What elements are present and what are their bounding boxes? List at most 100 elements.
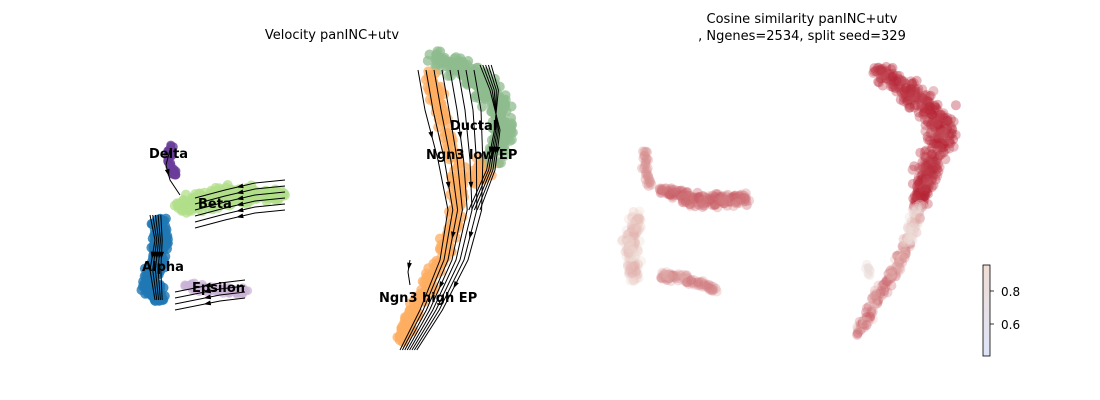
point-similarity [629,236,640,247]
point-similarity [886,280,897,291]
point-similarity [640,158,651,169]
point-similarity [665,188,675,199]
point-similarity [886,265,897,276]
point-similarity [680,274,691,285]
point-similarity [878,279,889,290]
point-similarity [917,180,928,191]
point-similarity [706,284,717,295]
point-similarity [627,263,638,274]
colorbar: 0.8 0.6 [982,264,1020,357]
point-similarity [911,92,921,103]
streamline [468,64,499,211]
point-similarity [924,104,935,115]
point-similarity [883,74,894,85]
point-similarity [712,195,723,206]
point-similarity [903,222,913,233]
point-similarity [678,193,689,204]
point-similarity [724,196,735,207]
point-similarity [690,278,701,288]
point-similarity [671,190,681,200]
point-similarity [711,286,722,297]
point-similarity [628,268,639,279]
streamline-arrow [203,294,212,300]
point-similarity [933,121,944,132]
point-similarity [938,118,949,129]
point-similarity [922,165,933,176]
point-similarity [868,68,879,78]
point-similarity [634,206,645,217]
point-similarity [693,277,704,288]
point-similarity [913,175,923,186]
point-similarity [929,105,940,115]
point-similarity [869,288,880,299]
point-similarity [867,292,878,303]
streamline-arrow [439,281,445,289]
point-similarity [885,273,896,284]
point-similarity [935,128,946,139]
point-similarity [697,202,708,212]
point-similarity [735,194,746,205]
point-similarity [912,191,923,202]
point-similarity [714,196,725,207]
point-similarity [873,76,884,87]
point-similarity [896,74,906,85]
point-similarity [707,190,718,201]
point-similarity [718,194,728,204]
point-similarity [877,80,888,91]
point-similarity [632,214,643,225]
point-similarity [928,170,939,181]
point-similarity [920,160,931,171]
point-similarity [681,190,692,201]
point-similarity [923,167,934,178]
point-similarity [903,220,914,231]
point-similarity [898,96,909,107]
point-similarity [627,230,638,241]
point-similarity [916,99,927,110]
point-similarity [926,175,937,186]
point-similarity [716,195,727,206]
point-similarity [627,221,638,232]
point-similarity [660,183,671,194]
point-similarity [911,75,922,86]
point-similarity [871,66,881,76]
point-similarity [624,268,635,279]
point-similarity [656,272,667,283]
point-similarity [700,198,711,209]
point-similarity [713,193,723,204]
point-similarity [894,262,905,273]
point-similarity [642,178,652,189]
point-similarity [662,269,673,280]
point-similarity [883,75,894,86]
point-similarity [680,276,691,287]
point-similarity [882,287,893,298]
point-similarity [911,206,922,217]
point-similarity [871,289,882,300]
point-similarity [905,87,916,98]
point-similarity [909,161,920,172]
point-similarity [693,276,703,287]
point-similarity [687,278,698,289]
point-similarity [738,193,748,204]
point-similarity [872,62,883,73]
point-similarity [924,179,935,190]
point-similarity [627,224,638,235]
point-similarity [932,163,943,174]
point-similarity [915,212,926,223]
point-similarity [725,192,736,203]
point-similarity [627,274,637,285]
point-similarity [923,159,934,170]
point-similarity [634,213,645,224]
point-similarity [640,160,651,171]
point-similarity [893,74,904,85]
point-similarity [668,272,678,283]
point-similarity [933,151,943,162]
cluster-label-ductal: Ductal [450,119,497,134]
point-ngn3-high-ep [456,199,467,210]
point-similarity [899,248,910,259]
point-similarity [627,255,638,266]
point-similarity [910,89,921,100]
point-ngn3-high-ep [442,134,453,144]
point-similarity [923,134,933,145]
point-similarity [903,87,914,98]
point-similarity [705,193,716,204]
